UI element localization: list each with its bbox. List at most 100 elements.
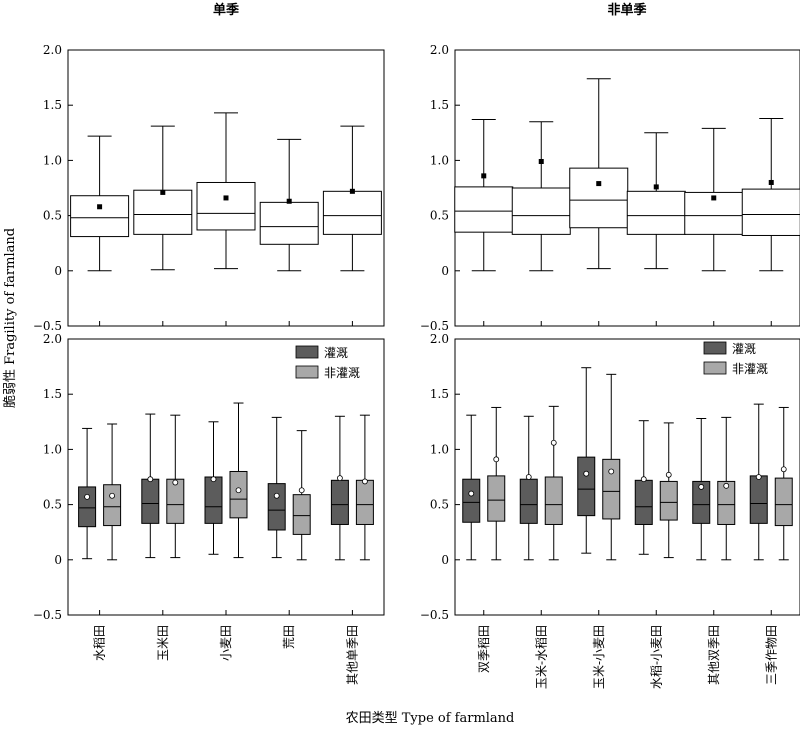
category-label: 荒田: [282, 625, 296, 649]
box-plot-item: [634, 420, 653, 555]
y-tick-label: 0: [441, 553, 449, 567]
iqr-box: [78, 486, 97, 528]
y-tick-label: 0.5: [430, 209, 449, 223]
iqr-box: [259, 201, 319, 245]
category-label: 其他单季田: [345, 625, 359, 685]
box-plot-item: [462, 414, 481, 561]
category-label: 小麦田: [219, 625, 233, 661]
box-plot-item: [267, 416, 286, 559]
mean-marker: [723, 482, 730, 489]
box-plot-item: [544, 405, 563, 561]
legend-label-irrigated: 灌溉: [324, 346, 348, 360]
y-tick-label: 1.0: [43, 153, 62, 167]
mean-marker: [493, 456, 500, 463]
mean-marker: [525, 474, 532, 480]
mean-marker: [97, 204, 103, 210]
category-label: 双季稻田: [477, 625, 491, 673]
mean-marker: [640, 476, 647, 483]
box-plot-item: [487, 406, 506, 561]
iqr-box: [141, 478, 160, 524]
legend-label-non-irrigated: 非灌溉: [324, 366, 360, 380]
legend-swatch-non-irrigated: [703, 361, 727, 375]
y-tick-label: 1.0: [430, 442, 449, 456]
box-plot-item: [626, 132, 686, 270]
iqr-box: [166, 478, 185, 524]
mean-marker: [608, 468, 615, 475]
mean-marker: [147, 476, 154, 483]
mean-marker: [286, 198, 292, 204]
y-tick-label: 0: [441, 264, 449, 278]
category-label: 玉米田: [156, 625, 170, 661]
panel-frame: [454, 338, 800, 616]
box-plot-item: [229, 402, 248, 559]
box-plot-item: [141, 413, 160, 559]
legend-swatch-non-irrigated: [295, 365, 319, 379]
mean-marker: [481, 173, 487, 179]
iqr-box: [70, 195, 130, 238]
y-tick-label: 2.0: [430, 43, 449, 57]
y-tick-label: 1.5: [43, 98, 62, 112]
mean-marker: [768, 179, 774, 185]
iqr-box: [544, 476, 563, 525]
iqr-box: [330, 479, 349, 525]
box-plot-item: [70, 135, 130, 272]
iqr-box: [602, 458, 621, 520]
iqr-box: [103, 484, 122, 527]
y-tick-label: 2.0: [43, 332, 62, 346]
mean-marker: [210, 476, 217, 483]
box-plot-item: [749, 403, 768, 561]
iqr-box: [267, 483, 286, 531]
box-plot-item: [78, 427, 97, 560]
iqr-box: [569, 167, 629, 229]
mean-marker: [468, 490, 475, 497]
iqr-box: [511, 187, 571, 235]
mean-marker: [235, 487, 242, 494]
mean-marker: [780, 466, 787, 473]
y-tick-label: 0.5: [43, 498, 62, 512]
mean-marker: [653, 184, 659, 190]
box-plot-item: [355, 414, 374, 561]
box-plot-item: [741, 117, 800, 272]
y-tick-label: 2.0: [430, 332, 449, 346]
mean-marker: [698, 484, 705, 490]
iqr-box: [717, 480, 736, 525]
iqr-box: [741, 188, 800, 236]
mean-marker: [223, 195, 229, 201]
y-tick-label: −0.5: [33, 608, 62, 622]
y-tick-label: −0.5: [420, 319, 449, 333]
box-plot-item: [133, 125, 193, 271]
box-plot-item: [577, 367, 596, 554]
panel-title: 非单季: [607, 2, 646, 18]
iqr-box: [462, 478, 481, 523]
iqr-box: [774, 477, 793, 527]
box-plot-item: [322, 125, 382, 272]
iqr-box: [692, 480, 711, 524]
y-tick-label: 0.5: [430, 498, 449, 512]
category-label: 玉米-水稻田: [534, 625, 548, 689]
mean-marker: [538, 159, 544, 165]
box-plot-item: [511, 121, 571, 272]
box-plot-item: [569, 78, 629, 270]
box-plot-item: [519, 415, 538, 561]
iqr-box: [634, 479, 653, 525]
figure-labels: 脆弱性 Fragility of farmland 农田类型 Type of f…: [2, 2, 778, 726]
legend-label-irrigated: 灌溉: [732, 342, 756, 356]
y-tick-label: −0.5: [420, 608, 449, 622]
y-tick-label: −0.5: [33, 319, 62, 333]
iqr-box: [519, 478, 538, 524]
y-tick-label: 1.0: [430, 153, 449, 167]
box-plot-item: [204, 421, 223, 555]
y-tick-label: 1.0: [43, 442, 62, 456]
y-axis-title: 脆弱性 Fragility of farmland: [2, 228, 18, 408]
mean-marker: [336, 475, 343, 482]
y-tick-label: 0: [54, 553, 62, 567]
iqr-box: [292, 494, 311, 535]
box-plot-item: [196, 112, 256, 270]
mean-marker: [550, 439, 557, 446]
iqr-box: [626, 190, 686, 235]
legend-swatch-irrigated: [295, 345, 319, 359]
iqr-box: [229, 470, 248, 519]
